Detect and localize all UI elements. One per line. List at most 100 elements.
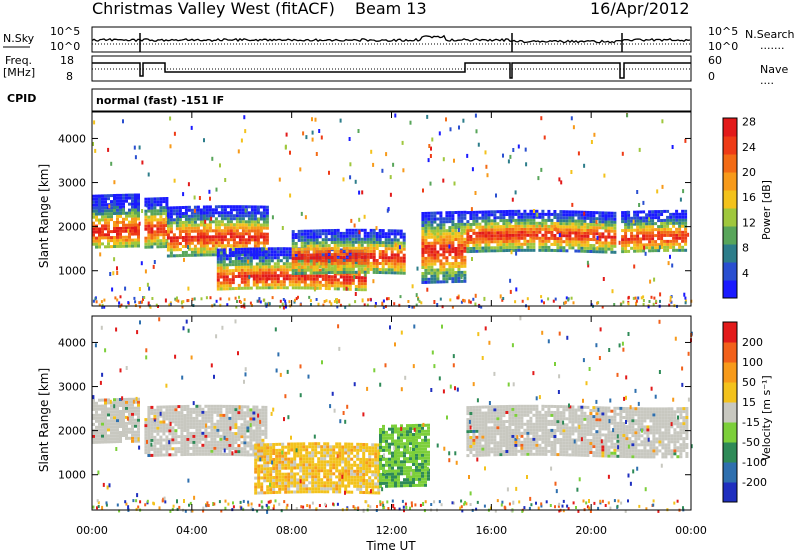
data-cell <box>243 256 247 260</box>
data-cell <box>357 285 361 289</box>
data-cell <box>381 235 385 239</box>
data-cell <box>168 408 172 412</box>
data-cell <box>156 414 160 418</box>
data-cell <box>604 235 608 239</box>
scatter-cell <box>411 284 414 289</box>
data-cell <box>294 260 298 263</box>
nsky-label: N.Sky <box>3 32 35 45</box>
data-cell <box>333 262 337 265</box>
data-cell <box>98 431 101 435</box>
data-cell <box>144 418 148 422</box>
data-cell <box>134 241 137 245</box>
data-cell <box>475 210 479 214</box>
data-cell <box>574 228 578 232</box>
data-cell <box>187 238 191 242</box>
data-cell <box>553 210 557 213</box>
data-cell <box>174 453 178 457</box>
scatter-cell <box>358 230 361 235</box>
data-cell <box>222 263 226 267</box>
near-range-cell <box>627 302 630 306</box>
data-cell <box>231 260 235 264</box>
data-cell <box>541 227 545 231</box>
data-cell <box>104 236 107 240</box>
data-cell <box>144 448 148 452</box>
data-cell <box>487 405 491 409</box>
data-cell <box>98 212 101 216</box>
data-cell <box>496 414 500 418</box>
data-cell <box>613 217 617 221</box>
data-cell <box>309 253 313 257</box>
data-cell <box>366 231 370 235</box>
data-cell <box>247 229 251 233</box>
data-cell <box>684 227 688 231</box>
near-range-cell <box>191 297 194 301</box>
data-cell <box>463 270 467 274</box>
near-range-cell <box>382 306 385 309</box>
data-cell <box>150 429 154 433</box>
data-cell <box>240 256 244 260</box>
data-cell <box>595 229 599 233</box>
scatter-cell <box>92 142 94 146</box>
data-cell <box>175 227 179 231</box>
scatter-cell <box>683 292 686 297</box>
data-cell <box>601 214 605 218</box>
data-cell <box>156 429 160 433</box>
data-cell <box>321 229 325 233</box>
data-cell <box>190 250 194 254</box>
data-cell <box>196 214 200 218</box>
data-cell <box>541 218 545 222</box>
data-cell <box>178 209 182 213</box>
data-cell <box>262 232 266 236</box>
data-cell <box>243 426 247 430</box>
data-cell <box>119 232 122 236</box>
data-cell <box>330 229 334 232</box>
data-cell <box>98 422 101 426</box>
data-cell <box>294 236 298 239</box>
scatter-cell <box>389 192 392 197</box>
near-range-cell <box>348 303 351 307</box>
data-cell <box>439 247 443 251</box>
data-cell <box>276 280 280 284</box>
data-cell <box>493 210 497 214</box>
data-cell <box>147 430 151 433</box>
data-cell <box>475 246 479 250</box>
data-cell <box>466 238 470 242</box>
near-range-cell <box>279 305 282 309</box>
data-cell <box>237 444 241 448</box>
data-cell <box>487 426 491 430</box>
data-cell <box>137 241 140 245</box>
data-cell <box>244 244 248 248</box>
data-cell <box>249 271 253 275</box>
data-cell <box>651 234 655 238</box>
data-cell <box>624 238 628 241</box>
data-cell <box>321 262 325 266</box>
data-cell <box>113 230 116 233</box>
data-cell <box>113 413 116 417</box>
data-cell <box>213 449 217 453</box>
data-cell <box>421 275 425 278</box>
near-range-cell <box>613 303 616 306</box>
data-cell <box>324 259 328 263</box>
data-cell <box>150 224 154 228</box>
data-cell <box>193 229 197 233</box>
data-cell <box>297 256 301 260</box>
near-range-cell <box>310 303 312 306</box>
data-cell <box>672 212 676 216</box>
data-cell <box>490 249 494 253</box>
data-cell <box>669 233 673 237</box>
data-cell <box>390 259 394 263</box>
data-cell <box>427 220 431 224</box>
data-cell <box>153 218 157 222</box>
data-cell <box>192 431 196 435</box>
scatter-cell <box>436 303 439 307</box>
data-cell <box>375 247 379 250</box>
data-cell <box>276 268 280 272</box>
data-cell <box>505 219 509 222</box>
data-cell <box>171 435 175 439</box>
data-cell <box>116 199 119 203</box>
data-cell <box>104 416 107 420</box>
data-cell <box>562 210 566 214</box>
data-cell <box>153 438 157 442</box>
data-cell <box>681 212 685 216</box>
data-cell <box>265 226 269 230</box>
